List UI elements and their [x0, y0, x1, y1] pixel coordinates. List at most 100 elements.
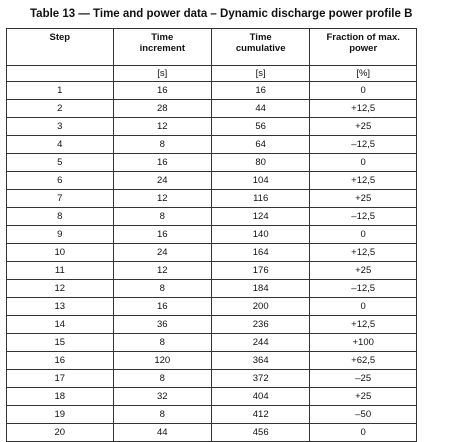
- time-increment-cell: 8: [112, 207, 212, 226]
- table-row: 1 16 16 0: [6, 81, 417, 100]
- table-row: 16 120 364 +62,5: [6, 351, 417, 370]
- step-cell: 8: [6, 207, 114, 226]
- header-time-cumulative: Time cumulative: [210, 28, 311, 66]
- table-row: 3 12 56 +25: [6, 117, 417, 136]
- time-cumulative-cell: 80: [210, 153, 311, 172]
- fraction-power-cell: +12,5: [309, 171, 417, 190]
- table-row: 20 44 456 0: [6, 423, 417, 442]
- time-increment-cell: 32: [112, 387, 212, 406]
- time-increment-cell: 24: [112, 243, 212, 262]
- step-cell: 10: [6, 243, 114, 262]
- fraction-power-cell: +12,5: [309, 243, 417, 262]
- table-row: 14 36 236 +12,5: [6, 315, 417, 334]
- table-row: 18 32 404 +25: [6, 387, 417, 406]
- table-row: 13 16 200 0: [6, 297, 417, 316]
- time-cumulative-cell: 184: [210, 279, 311, 298]
- time-cumulative-cell: 364: [210, 351, 311, 370]
- time-cumulative-cell: 236: [210, 315, 311, 334]
- table-row: 15 8 244 +100: [6, 333, 417, 352]
- step-cell: 9: [6, 225, 114, 244]
- fraction-power-cell: +25: [309, 261, 417, 280]
- table-row: 4 8 64 –12,5: [6, 135, 417, 154]
- table-row: 8 8 124 –12,5: [6, 207, 417, 226]
- fraction-power-cell: 0: [309, 297, 417, 316]
- table-body: 1 16 16 0 2 28 44 +12,5 3 12 56 +25 4 8 64 –12,5 5 16 80 0 6…: [6, 81, 417, 442]
- time-cumulative-cell: 164: [210, 243, 311, 262]
- time-increment-cell: 36: [112, 315, 212, 334]
- step-cell: 15: [6, 333, 114, 352]
- step-cell: 13: [6, 297, 114, 316]
- fraction-power-cell: +62,5: [309, 351, 417, 370]
- table-row: 2 28 44 +12,5: [6, 99, 417, 118]
- fraction-power-cell: 0: [309, 423, 417, 442]
- table-row: 10 24 164 +12,5: [6, 243, 417, 262]
- time-increment-cell: 120: [112, 351, 212, 370]
- time-cumulative-cell: 16: [210, 81, 311, 100]
- step-cell: 3: [6, 117, 114, 136]
- power-profile-table: Step Time increment Time cumulative Fracti…: [6, 28, 417, 442]
- step-cell: 19: [6, 405, 114, 424]
- fraction-power-cell: 0: [309, 225, 417, 244]
- time-cumulative-cell: 104: [210, 171, 311, 190]
- time-cumulative-cell: 44: [210, 99, 311, 118]
- step-cell: 11: [6, 261, 114, 280]
- fraction-power-cell: +12,5: [309, 315, 417, 334]
- time-increment-cell: 16: [112, 81, 212, 100]
- step-cell: 5: [6, 153, 114, 172]
- time-increment-cell: 8: [112, 333, 212, 352]
- step-cell: 1: [6, 81, 114, 100]
- step-cell: 6: [6, 171, 114, 190]
- table-units-row: [s] [s] [%]: [6, 65, 417, 82]
- step-cell: 4: [6, 135, 114, 154]
- time-cumulative-cell: 124: [210, 207, 311, 226]
- fraction-power-cell: –50: [309, 405, 417, 424]
- time-increment-cell: 8: [112, 279, 212, 298]
- fraction-power-cell: +100: [309, 333, 417, 352]
- fraction-power-cell: 0: [309, 81, 417, 100]
- step-cell: 2: [6, 99, 114, 118]
- step-cell: 7: [6, 189, 114, 208]
- time-cumulative-cell: 200: [210, 297, 311, 316]
- table-header-row: Step Time increment Time cumulative Fracti…: [6, 28, 417, 66]
- time-increment-cell: 8: [112, 405, 212, 424]
- time-cumulative-cell: 412: [210, 405, 311, 424]
- time-increment-cell: 44: [112, 423, 212, 442]
- table-row: 9 16 140 0: [6, 225, 417, 244]
- fraction-power-cell: 0: [309, 153, 417, 172]
- step-cell: 12: [6, 279, 114, 298]
- fraction-power-cell: +25: [309, 189, 417, 208]
- header-step: Step: [6, 28, 114, 66]
- step-cell: 16: [6, 351, 114, 370]
- unit-time-cumulative: [s]: [210, 65, 311, 82]
- table-row: 17 8 372 –25: [6, 369, 417, 388]
- table-caption: Table 13 — Time and power data – Dynamic…: [30, 8, 413, 20]
- table-row: 11 12 176 +25: [6, 261, 417, 280]
- time-cumulative-cell: 140: [210, 225, 311, 244]
- step-cell: 20: [6, 423, 114, 442]
- time-cumulative-cell: 64: [210, 135, 311, 154]
- unit-time-increment: [s]: [112, 65, 212, 82]
- step-cell: 17: [6, 369, 114, 388]
- time-increment-cell: 12: [112, 261, 212, 280]
- fraction-power-cell: –12,5: [309, 135, 417, 154]
- time-increment-cell: 16: [112, 153, 212, 172]
- time-cumulative-cell: 404: [210, 387, 311, 406]
- table-row: 12 8 184 –12,5: [6, 279, 417, 298]
- time-cumulative-cell: 116: [210, 189, 311, 208]
- time-cumulative-cell: 372: [210, 369, 311, 388]
- time-increment-cell: 12: [112, 189, 212, 208]
- header-fraction-of-max-power: Fraction of max. power: [309, 28, 417, 66]
- fraction-power-cell: –25: [309, 369, 417, 388]
- time-increment-cell: 8: [112, 135, 212, 154]
- time-increment-cell: 12: [112, 117, 212, 136]
- table-row: 7 12 116 +25: [6, 189, 417, 208]
- time-cumulative-cell: 176: [210, 261, 311, 280]
- step-cell: 14: [6, 315, 114, 334]
- step-cell: 18: [6, 387, 114, 406]
- fraction-power-cell: –12,5: [309, 279, 417, 298]
- table-row: 19 8 412 –50: [6, 405, 417, 424]
- fraction-power-cell: +25: [309, 387, 417, 406]
- time-increment-cell: 16: [112, 297, 212, 316]
- time-cumulative-cell: 244: [210, 333, 311, 352]
- table-row: 6 24 104 +12,5: [6, 171, 417, 190]
